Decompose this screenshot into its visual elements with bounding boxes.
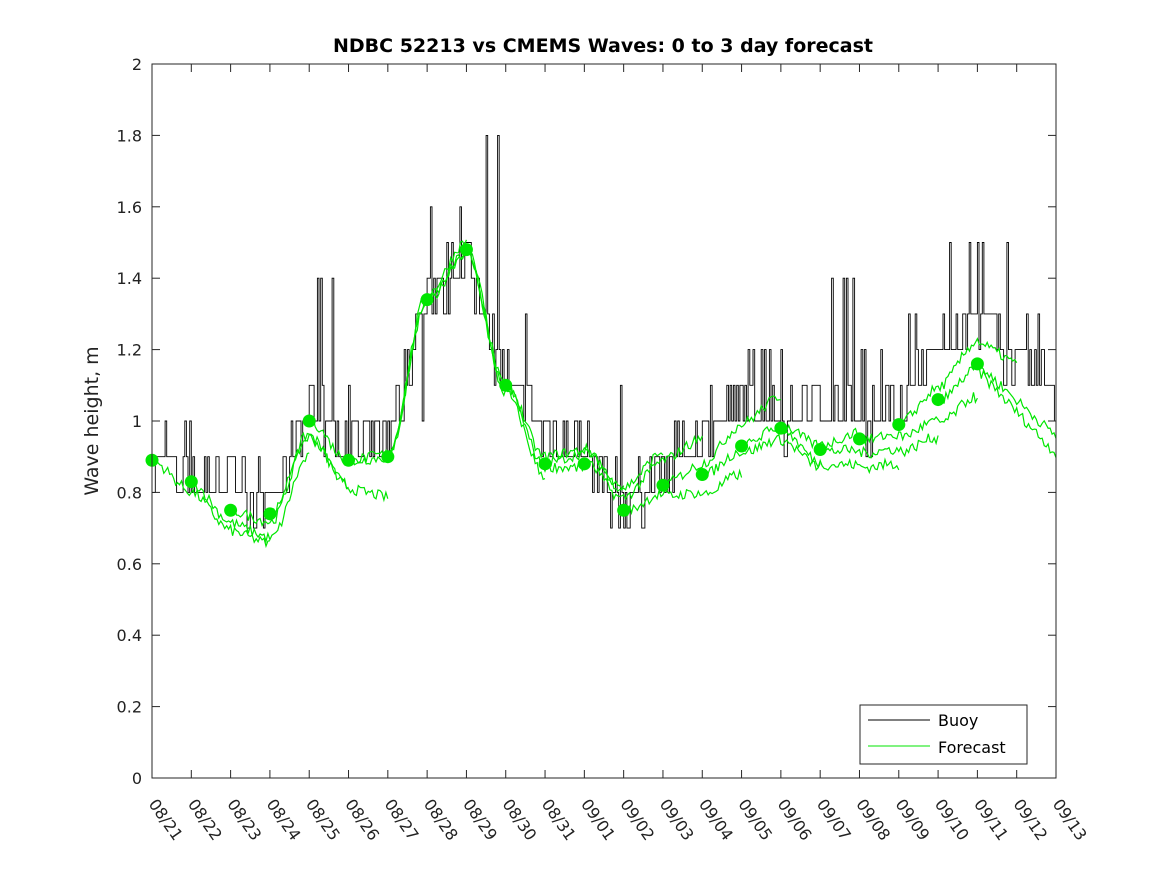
x-tick-label: 09/04 (695, 795, 737, 844)
y-tick-label: 2 (132, 55, 142, 74)
forecast-run-line (544, 446, 664, 493)
x-tick-label: 08/28 (420, 795, 462, 844)
forecast-run-line (584, 434, 703, 501)
forecast-run-line (702, 433, 821, 480)
x-tick-label: 09/01 (577, 795, 619, 844)
x-tick-label: 08/25 (302, 795, 344, 844)
forecast-analysis-point (538, 457, 552, 471)
forecast-run-line (819, 433, 939, 459)
forecast-run-line (898, 337, 1018, 424)
y-tick-label: 1.8 (117, 126, 142, 145)
forecast-run-line (662, 395, 782, 490)
forecast-run-line (466, 246, 585, 475)
forecast-analysis-point (224, 503, 238, 517)
forecast-analysis-point (892, 418, 906, 432)
x-tick-label: 08/21 (145, 795, 187, 844)
x-tick-label: 08/22 (184, 795, 226, 844)
forecast-analysis-point (774, 421, 788, 435)
forecast-analysis-point (656, 478, 670, 492)
x-tick-label: 08/23 (223, 795, 265, 844)
forecast-analysis-point (420, 293, 434, 307)
forecast-run-line (976, 358, 1057, 439)
y-tick-label: 0 (132, 769, 142, 788)
y-tick-label: 0.8 (117, 483, 142, 502)
y-tick-label: 1.4 (117, 269, 142, 288)
forecast-run-line (269, 431, 389, 518)
forecast-analysis-point (735, 439, 749, 453)
x-tick-label: 09/06 (774, 795, 816, 844)
x-tick-label: 09/10 (931, 795, 973, 844)
x-tick-label: 08/24 (263, 795, 305, 844)
x-tick-label: 09/13 (1049, 795, 1091, 844)
forecast-run-line (780, 422, 900, 475)
forecast-run-line (505, 379, 625, 491)
y-tick-label: 1 (132, 412, 142, 431)
forecast-analysis-point (381, 450, 395, 464)
forecast-analysis-point (617, 503, 631, 517)
x-tick-label: 08/30 (498, 795, 540, 844)
x-tick-label: 08/29 (459, 795, 501, 844)
x-tick-label: 08/26 (341, 795, 383, 844)
x-tick-label: 09/05 (734, 795, 776, 844)
x-tick-label: 09/12 (1009, 795, 1051, 844)
y-tick-label: 0.4 (117, 626, 142, 645)
forecast-analysis-point (970, 357, 984, 371)
forecast-analysis-point (695, 468, 709, 482)
forecast-analysis-point (499, 378, 513, 392)
x-tick-label: 09/07 (813, 795, 855, 844)
forecast-run-line (859, 392, 978, 447)
x-tick-label: 09/02 (616, 795, 658, 844)
legend-buoy-label: Buoy (938, 711, 978, 730)
legend-box (859, 704, 1028, 765)
forecast-analysis-point (342, 453, 356, 467)
forecast-analysis-point (852, 432, 866, 446)
forecast-run-line (191, 452, 310, 544)
forecast-analysis-point (302, 414, 316, 428)
x-tick-label: 09/03 (656, 795, 698, 844)
x-tick-label: 09/11 (970, 795, 1012, 844)
forecast-analysis-point (577, 457, 591, 471)
x-tick-label: 09/09 (892, 795, 934, 844)
legend-forecast-label: Forecast (938, 738, 1006, 757)
forecast-run-line (937, 364, 1057, 458)
buoy-series (152, 134, 1055, 529)
forecast-run-line (426, 248, 546, 481)
plot-area-frame (151, 63, 1057, 779)
forecast-analysis-point (813, 443, 827, 457)
x-tick-label: 08/31 (538, 795, 580, 844)
y-axis-label: Wave height, m (81, 346, 103, 495)
forecast-run-line (623, 468, 743, 516)
x-tick-label: 09/08 (852, 795, 894, 844)
y-tick-label: 0.2 (117, 698, 142, 717)
forecast-run-line (230, 433, 349, 527)
forecast-analysis-point (184, 475, 198, 489)
forecast-series (151, 239, 1057, 549)
legend[interactable]: Buoy Forecast (859, 704, 1028, 765)
forecast-analysis-points (145, 243, 984, 521)
forecast-run-line (151, 455, 270, 549)
forecast-analysis-point (459, 243, 473, 257)
y-tick-label: 1.6 (117, 198, 142, 217)
y-axis: 0 0.2 0.4 0.6 0.8 1 1.2 1.4 1.6 1.8 2 (117, 55, 1056, 788)
x-tick-label: 08/27 (381, 795, 423, 844)
y-tick-label: 0.6 (117, 555, 142, 574)
forecast-analysis-point (263, 507, 277, 521)
chart-title: NDBC 52213 vs CMEMS Waves: 0 to 3 day fo… (333, 35, 873, 57)
buoy-line (152, 134, 1055, 529)
forecast-analysis-point (931, 393, 945, 407)
forecast-run-line (741, 421, 860, 453)
y-tick-label: 1.2 (117, 341, 142, 360)
